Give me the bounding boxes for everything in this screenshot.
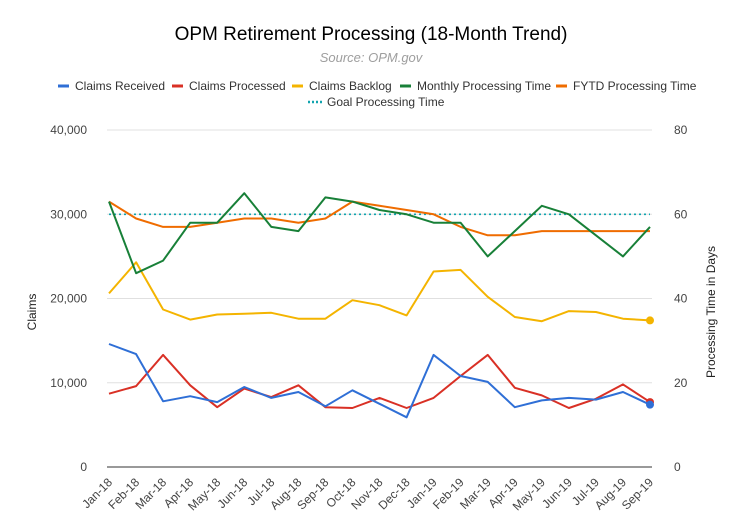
y-right-tick-label: 0 <box>674 460 681 474</box>
y-left-tick-label: 30,000 <box>50 207 87 221</box>
series-layer <box>108 192 654 419</box>
y-left-tick-label: 10,000 <box>50 376 87 390</box>
series-endpoint-marker <box>646 316 654 325</box>
y-right-tick-label: 40 <box>674 292 688 306</box>
y-right-tick-label: 80 <box>674 123 688 137</box>
y-right-tick-label: 60 <box>674 207 688 221</box>
legend-label: Claims Backlog <box>309 79 392 93</box>
y-axis-left-label: Claims <box>25 294 39 331</box>
y-left-tick-label: 20,000 <box>50 292 87 306</box>
series-endpoint-marker <box>646 400 654 409</box>
y-left-tick-label: 40,000 <box>50 123 87 137</box>
series-line-claims-backlog <box>108 261 651 323</box>
chart-subtitle: Source: OPM.gov <box>320 50 424 65</box>
series-line-claims-received <box>108 343 651 419</box>
legend-label: Claims Received <box>75 79 165 93</box>
y-axis-left: 0 10,000 20,000 30,000 40,000 <box>50 123 87 474</box>
y-axis-right: 0 20 40 60 80 <box>674 123 688 474</box>
legend-label: Claims Processed <box>189 79 286 93</box>
legend: Claims Received Claims Processed Claims Ba… <box>58 79 697 109</box>
series-line-claims-processed <box>108 353 651 409</box>
series-line-fytd-processing-time <box>108 200 650 237</box>
legend-label: Monthly Processing Time <box>417 79 551 93</box>
y-right-tick-label: 20 <box>674 376 688 390</box>
chart-title: OPM Retirement Processing (18-Month Tren… <box>175 24 568 45</box>
series-line-monthly-processing-time <box>108 192 651 275</box>
legend-label: Goal Processing Time <box>327 95 445 109</box>
legend-label: FYTD Processing Time <box>573 79 697 93</box>
y-left-tick-label: 0 <box>80 460 87 474</box>
y-axis-right-label: Processing Time in Days <box>704 246 718 378</box>
